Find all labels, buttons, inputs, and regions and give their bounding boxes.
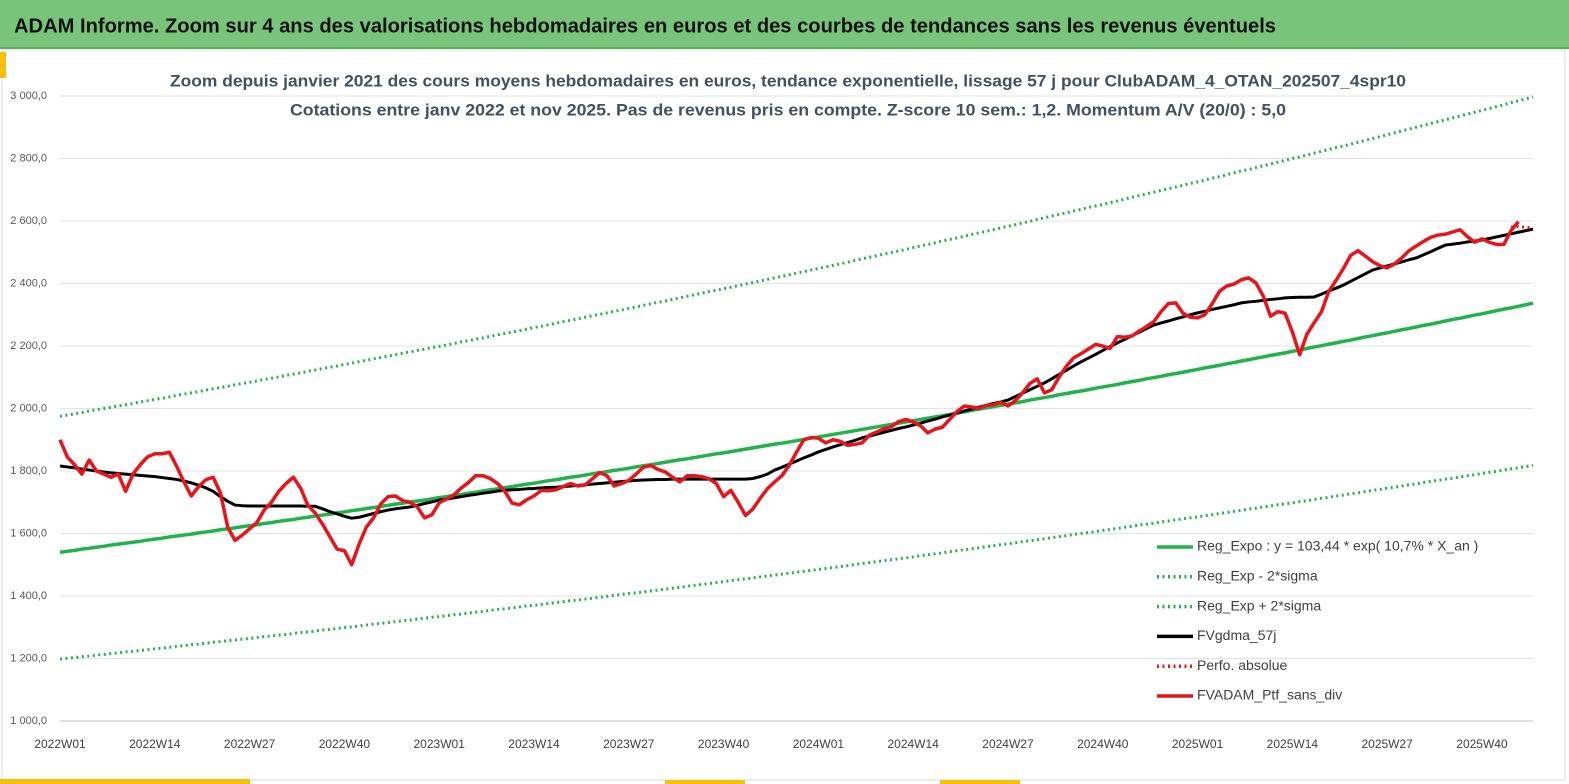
- x-tick-label: 2022W40: [319, 737, 371, 751]
- x-tick-label: 2023W40: [698, 737, 750, 751]
- series-line: [59, 463, 1534, 661]
- x-tick-label: 2025W14: [1267, 737, 1319, 751]
- y-tick-label: 2 200,0: [10, 340, 47, 352]
- chart-title: Zoom depuis janvier 2021 des cours moyen…: [170, 71, 1406, 90]
- legend-label: Reg_Expo : y = 103,44 * exp( 10,7% * X_a…: [1197, 538, 1478, 554]
- x-tick-label: 2025W27: [1361, 737, 1413, 751]
- accent: [665, 780, 745, 784]
- legend-label: Reg_Exp + 2*sigma: [1197, 597, 1321, 613]
- legend-label: FVgdma_57j: [1197, 627, 1276, 643]
- y-tick-label: 2 400,0: [10, 277, 47, 289]
- x-tick-label: 2023W27: [603, 737, 655, 751]
- y-tick-label: 1 200,0: [10, 652, 47, 664]
- y-tick-label: 1 400,0: [10, 590, 47, 602]
- legend-label: Perfo. absolue: [1197, 657, 1287, 673]
- series-line: [59, 301, 1534, 554]
- accent: [0, 779, 250, 784]
- x-tick-label: 2024W27: [982, 737, 1034, 751]
- y-tick-label: 1 000,0: [10, 715, 47, 727]
- y-tick-label: 3 000,0: [10, 90, 47, 102]
- x-tick-label: 2024W01: [793, 737, 845, 751]
- accent: [940, 780, 1020, 784]
- x-tick-label: 2022W27: [224, 737, 276, 751]
- series-line: [59, 95, 1534, 418]
- y-tick-label: 1 800,0: [10, 465, 47, 477]
- x-tick-label: 2025W40: [1456, 737, 1508, 751]
- x-tick-label: 2025W01: [1172, 737, 1224, 751]
- chart-subtitle: Cotations entre janv 2022 et nov 2025. P…: [290, 100, 1286, 119]
- y-tick-label: 1 600,0: [10, 527, 47, 539]
- legend-label: FVADAM_Ptf_sans_div: [1197, 687, 1342, 703]
- legend-label: Reg_Exp - 2*sigma: [1197, 568, 1318, 584]
- header-bar: [0, 0, 1569, 48]
- x-tick-label: 2022W14: [129, 737, 181, 751]
- series-line: [59, 227, 1534, 520]
- y-tick-label: 2 000,0: [10, 402, 47, 414]
- x-tick-label: 2023W01: [414, 737, 466, 751]
- chart-border: [1, 49, 1566, 781]
- y-tick-label: 2 800,0: [10, 152, 47, 164]
- y-tick-label: 2 600,0: [10, 215, 47, 227]
- x-tick-label: 2023W14: [508, 737, 560, 751]
- x-tick-label: 2022W01: [34, 737, 86, 751]
- series-line: [1510, 225, 1534, 230]
- accent: [0, 52, 6, 78]
- series-line: [58, 220, 1520, 567]
- x-tick-label: 2024W14: [887, 737, 939, 751]
- x-tick-label: 2024W40: [1077, 737, 1129, 751]
- page-title: ADAM Informe. Zoom sur 4 ans des valoris…: [14, 15, 1276, 37]
